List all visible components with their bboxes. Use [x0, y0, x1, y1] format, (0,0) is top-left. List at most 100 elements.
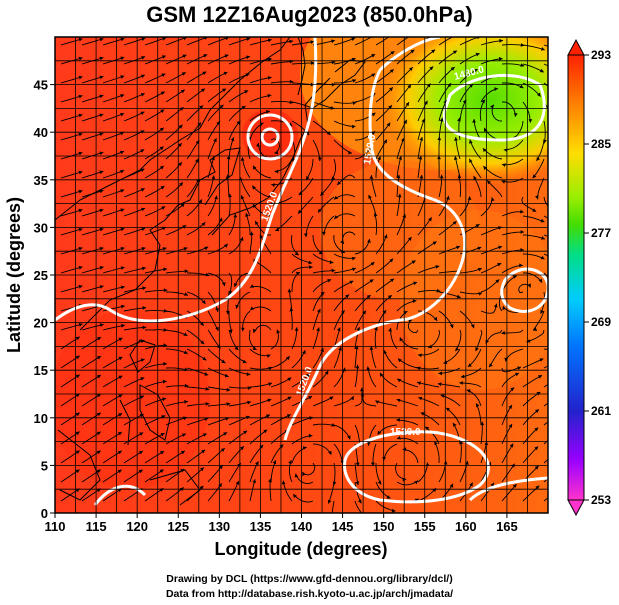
y-tick-label: 30: [34, 220, 48, 235]
streamline: [333, 367, 346, 388]
streamline: [370, 175, 377, 198]
streamline-arrowhead: [228, 290, 233, 295]
streamline: [207, 447, 226, 464]
streamline-arrowhead: [397, 435, 401, 440]
streamline: [123, 287, 147, 293]
streamline: [186, 417, 209, 426]
y-tick-label: 15: [34, 363, 48, 378]
streamline: [375, 481, 391, 499]
streamline-arrowhead: [539, 68, 544, 73]
streamline-arrowhead: [140, 339, 145, 344]
streamline-arrowhead: [490, 197, 495, 202]
streamline-arrowhead: [459, 381, 463, 385]
streamline: [81, 393, 102, 407]
streamline-arrowhead: [499, 38, 503, 43]
streamline-arrowhead: [96, 431, 101, 436]
streamline-arrowhead: [559, 262, 563, 266]
streamline-arrowhead: [99, 208, 104, 213]
map-title: GSM 12Z16Aug2023 (850.0hPa): [146, 2, 473, 27]
streamline-arrowhead: [416, 366, 421, 371]
streamline-arrowhead: [420, 412, 425, 416]
colorbar-tick-label: 293: [591, 48, 611, 62]
streamline-arrowhead: [512, 275, 517, 279]
streamline: [144, 432, 165, 445]
streamline: [354, 238, 370, 255]
streamline-arrowhead: [377, 480, 382, 485]
streamline-arrowhead: [267, 93, 272, 98]
streamline: [291, 446, 307, 464]
streamline-arrowhead: [389, 69, 394, 73]
streamline-arrowhead: [527, 283, 531, 288]
streamline-arrowhead: [390, 278, 394, 283]
streamline-arrowhead: [202, 433, 207, 437]
streamline-arrowhead: [75, 412, 80, 417]
streamline: [396, 260, 416, 274]
streamline: [60, 393, 80, 407]
streamline-arrowhead: [370, 262, 375, 266]
x-axis-label: Longitude (degrees): [214, 539, 387, 559]
streamline-arrowhead: [482, 148, 487, 153]
streamline-arrowhead: [99, 56, 104, 61]
streamline-arrowhead: [391, 33, 395, 37]
streamline-arrowhead: [275, 227, 280, 232]
streamline: [459, 267, 482, 274]
streamline: [501, 44, 525, 46]
streamline-arrowhead: [235, 304, 239, 309]
streamline-arrowhead: [386, 495, 391, 499]
streamline-arrowhead: [226, 402, 231, 406]
streamline-arrowhead: [140, 377, 145, 381]
streamline-arrowhead: [532, 208, 537, 212]
streamline-arrowhead: [268, 478, 272, 483]
streamline-arrowhead: [428, 217, 432, 222]
streamline: [270, 460, 277, 483]
streamline: [396, 398, 419, 407]
streamline: [417, 155, 422, 179]
streamline-arrowhead: [502, 306, 506, 310]
streamline: [317, 196, 335, 213]
streamline: [354, 112, 376, 122]
streamline-arrowhead: [120, 170, 125, 174]
streamline: [501, 463, 516, 483]
streamline-arrowhead: [162, 37, 167, 41]
streamline: [228, 213, 236, 236]
streamline-arrowhead: [370, 462, 375, 467]
streamline: [522, 101, 531, 123]
streamline-arrowhead: [501, 330, 506, 335]
streamline-arrowhead: [477, 246, 482, 251]
streamline-arrowhead: [75, 355, 80, 360]
streamline-arrowhead: [437, 382, 442, 387]
streamline-arrowhead: [457, 117, 461, 122]
streamline: [144, 450, 165, 464]
streamline-arrowhead: [460, 374, 465, 379]
streamline: [144, 127, 165, 141]
streamline-arrowhead: [439, 174, 444, 179]
streamline: [354, 294, 371, 312]
streamline-arrowhead: [398, 156, 402, 160]
streamline: [207, 88, 227, 103]
streamline-arrowhead: [99, 75, 104, 80]
streamline-arrowhead: [418, 396, 423, 401]
streamline-arrowhead: [419, 137, 424, 141]
streamline-arrowhead: [240, 195, 245, 200]
streamline: [253, 324, 272, 334]
streamline: [417, 49, 436, 65]
streamline: [186, 54, 208, 65]
streamline: [186, 221, 206, 236]
streamline-arrowhead: [553, 288, 557, 292]
streamline: [383, 349, 398, 369]
streamline-arrowhead: [160, 433, 165, 437]
streamline: [186, 199, 203, 217]
streamline-arrowhead: [287, 377, 292, 382]
streamline: [312, 327, 320, 350]
streamline-arrowhead: [118, 394, 123, 398]
streamline: [312, 234, 323, 255]
streamline-arrowhead: [429, 66, 434, 71]
streamline: [417, 290, 441, 293]
streamline-arrowhead: [536, 92, 541, 97]
streamline-arrowhead: [326, 131, 331, 135]
streamline-arrowhead: [180, 203, 185, 208]
streamline-arrowhead: [252, 346, 257, 350]
streamline: [354, 53, 376, 65]
streamline: [290, 307, 293, 331]
streamline-arrowhead: [159, 165, 164, 170]
